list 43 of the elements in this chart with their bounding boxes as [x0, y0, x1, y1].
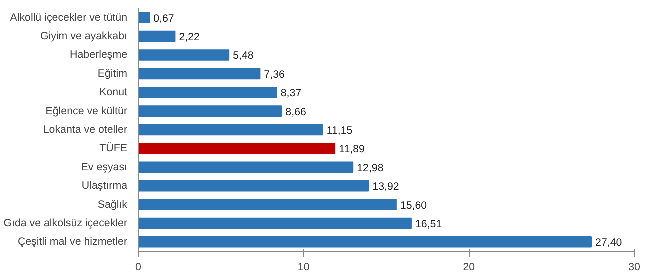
bar	[138, 199, 397, 210]
x-tick-label: 10	[298, 262, 310, 273]
bar	[138, 86, 278, 98]
bar	[138, 162, 354, 174]
data-label: 2,22	[179, 32, 200, 44]
bar	[138, 50, 230, 61]
data-label: 13,92	[372, 181, 400, 194]
bar	[138, 12, 150, 24]
y-tick-label: Çeşitli mal ve hizmetler	[18, 236, 128, 248]
data-label: 5,48	[233, 50, 254, 62]
bar	[138, 236, 592, 248]
y-tick-label: Giyim ve ayakkabı	[40, 30, 128, 43]
bar	[138, 68, 261, 80]
y-tick-label: Haberleşme	[70, 49, 128, 62]
y-tick-label: Eğitim	[98, 68, 128, 80]
y-tick-label: Ev eşyası	[81, 161, 128, 174]
y-tick-label: Konut	[100, 86, 128, 99]
x-tick-label: 30	[628, 262, 640, 273]
data-label: 15,60	[400, 200, 428, 212]
data-label: 0,67	[154, 12, 174, 25]
x-tick-label: 0	[136, 262, 142, 273]
data-label: 11,15	[326, 125, 353, 137]
data-label: 27,40	[596, 237, 622, 250]
y-tick-label: TÜFE	[100, 142, 128, 155]
data-label: 8,37	[280, 88, 302, 100]
bar	[138, 218, 412, 230]
bar	[138, 124, 324, 136]
y-tick-label: Ulaştırma	[82, 180, 128, 192]
y-tick-label: Eğlence ve kültür	[46, 105, 128, 118]
bar	[138, 30, 176, 42]
y-tick-label: Lokanta ve oteller	[43, 124, 128, 136]
data-label: 7,36	[264, 68, 285, 81]
y-tick-label: Gıda ve alkolsüz içecekler	[4, 217, 128, 230]
data-label: 12,98	[357, 162, 384, 174]
y-tick-label: Alkollü içecekler ve tütün	[10, 12, 128, 24]
data-label: 11,89	[339, 144, 366, 156]
y-tick-label: Sağlık	[98, 198, 128, 211]
data-label: 8,66	[286, 106, 306, 118]
bar	[138, 180, 370, 192]
x-tick-label: 20	[463, 262, 476, 273]
bar	[138, 143, 336, 154]
data-label: 16,51	[415, 218, 442, 230]
bar	[138, 106, 282, 117]
